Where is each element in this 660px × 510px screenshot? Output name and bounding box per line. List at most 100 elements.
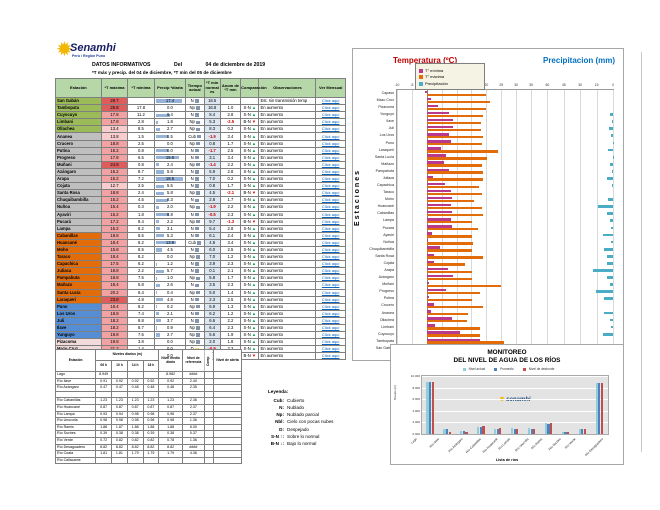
station-axis-label: Lampa	[383, 218, 394, 223]
level-value: 0.82	[126, 436, 144, 445]
level-value: 0.47	[95, 384, 113, 392]
monthly-report-link[interactable]: Click aquí	[321, 346, 340, 352]
monthly-report-link[interactable]: Click aquí	[321, 225, 340, 231]
monthly-report-link[interactable]: Click aquí	[321, 211, 340, 217]
chart-station-row: Pucará	[383, 225, 613, 232]
tmax-value: 17.8	[100, 153, 129, 162]
monthly-report-link[interactable]: Click aquí	[321, 98, 340, 104]
up-arrow-icon: ▲	[251, 204, 257, 210]
monthly-report-link[interactable]: Click aquí	[321, 296, 340, 302]
table-row: Pucará 17.2 8.4 2.2 Np 9.7 -1.3 B-N ▼ En aumento…	[55, 217, 346, 226]
monthly-report-link[interactable]: Click aquí	[321, 247, 340, 253]
monthly-report-link[interactable]: Click aquí	[321, 105, 340, 111]
monthly-report-link[interactable]: Click aquí	[321, 161, 340, 167]
weather-now: Np	[185, 118, 205, 127]
monthly-report-link[interactable]: Click aquí	[321, 204, 340, 210]
alert-level	[213, 403, 242, 412]
precip-value: 2.1	[153, 309, 187, 318]
monthly-report-link[interactable]: Click aquí	[321, 261, 340, 267]
precip-bar	[155, 134, 169, 139]
chart-station-row: Limbani	[381, 324, 613, 331]
tmin-bar	[426, 281, 430, 285]
monthly-report-link[interactable]: Click aquí	[321, 282, 340, 288]
monthly-report-link[interactable]: Click aquí	[321, 119, 340, 125]
precip-chart-bar	[610, 113, 613, 117]
monthly-report-link[interactable]: Click aquí	[321, 140, 340, 146]
monthly-report-link[interactable]: Click aquí	[321, 218, 340, 224]
observation-text: En aumento	[258, 302, 317, 311]
monthly-report-link[interactable]: Click aquí	[321, 183, 340, 189]
anomaly-value: 2.5	[219, 146, 242, 155]
monthly-report-link[interactable]: Click aquí	[321, 317, 340, 323]
tmin-bar	[426, 203, 452, 207]
tmin-normal-value: 7.0	[203, 253, 221, 262]
river-chart-title-line2: DEL NIVEL DE AGUA DE LOS RÍOS	[453, 357, 561, 364]
monthly-report-link[interactable]: Click aquí	[321, 133, 340, 139]
tmax-bar	[426, 313, 468, 316]
station-name: Pizacoma	[55, 338, 102, 347]
monthly-report-link[interactable]: Click aquí	[321, 310, 340, 316]
monthly-report-link[interactable]: Click aquí	[321, 353, 340, 359]
monthly-report-link[interactable]: Click aquí	[321, 339, 340, 345]
mean-level: 1.79	[158, 450, 184, 458]
tmax-bar	[426, 341, 504, 344]
river-row: Río Unocolla 0.98 0.98 0.98 0.98 0.98 1.36	[54, 417, 242, 425]
tmax-bar	[426, 320, 467, 323]
tmin-value: 8.7	[127, 167, 155, 177]
weather-icon	[195, 177, 200, 181]
monthly-report-link[interactable]: Click aquí	[321, 190, 340, 196]
monthly-report-link[interactable]: Click aquí	[321, 275, 340, 281]
monthly-report-link[interactable]: Click aquí	[321, 154, 340, 160]
level-value: 8.82	[126, 443, 144, 452]
station-axis-label: Progreso	[379, 289, 394, 294]
hour-header: 06 h	[95, 360, 113, 372]
observation-text: En aumento	[258, 104, 317, 113]
tmin-bar	[426, 239, 428, 242]
monthly-report-link[interactable]: Click aquí	[321, 147, 340, 153]
monthly-report-link[interactable]: Click aquí	[321, 232, 340, 238]
monthly-report-link[interactable]: Click aquí	[321, 325, 340, 331]
weather-now: Np	[185, 323, 205, 333]
gridline	[501, 90, 502, 352]
monthly-report-link[interactable]: Click aquí	[321, 239, 340, 245]
monthly-report-link[interactable]: Click aquí	[321, 126, 340, 132]
monthly-report-link[interactable]: Click aquí	[321, 197, 340, 203]
tmin-normal-value: 18.5	[203, 96, 221, 106]
monthly-report-link[interactable]: Click aquí	[321, 289, 340, 295]
chart-station-row: Pizacoma	[378, 104, 613, 111]
tmin-value: 4.5	[127, 196, 155, 205]
precip-chart-bar	[610, 283, 613, 286]
tmax-bar	[426, 277, 473, 280]
river-name: Río Huancané	[54, 403, 97, 412]
precip-value: 3.1	[153, 224, 187, 233]
senamhi-tagline: Perú / Región Puno	[72, 54, 106, 58]
monthly-report-link[interactable]: Click aquí	[321, 112, 340, 118]
y-axis-tick: 0.000	[412, 432, 420, 436]
tmin-value: 7.5	[127, 274, 155, 283]
monthly-report-link[interactable]: Click aquí	[321, 254, 340, 260]
monthly-report-link[interactable]: Click aquí	[321, 303, 340, 309]
river-comp	[203, 443, 215, 452]
tmin-normal-value: 4.5	[203, 189, 221, 198]
table-row: Lampa 15.2 8.2 3.1 N 5.4 2.8 S-N ▲ En aumento Cli…	[55, 224, 346, 233]
weather-now: N	[185, 175, 205, 184]
alert-level	[213, 397, 242, 405]
monthly-report-link[interactable]: Click aquí	[321, 176, 340, 182]
precip-bar	[155, 319, 162, 323]
tmin-bar	[426, 211, 453, 214]
tmax-value: 17.8	[100, 118, 129, 127]
river-name: Río Desaguadero	[54, 443, 97, 452]
up-arrow-icon: ▲	[251, 105, 257, 111]
table-row: Progreso 17.8 6.5 15.5 N 3.1 3.4 S-N ▲ En aument…	[55, 153, 346, 162]
gridline	[397, 90, 398, 352]
station-name: Laraqueri	[55, 295, 102, 304]
tmax-bar	[426, 235, 473, 238]
monthly-report-link[interactable]: Click aquí	[321, 168, 340, 174]
reference-level	[182, 390, 205, 399]
precip-chart-bar	[603, 247, 613, 251]
x-axis-label: Lago	[410, 437, 418, 445]
monthly-report-link[interactable]: Click aquí	[321, 332, 340, 338]
level-value: 1.88	[126, 423, 144, 432]
weather-icon	[196, 276, 201, 280]
monthly-report-link[interactable]: Click aquí	[321, 268, 340, 274]
